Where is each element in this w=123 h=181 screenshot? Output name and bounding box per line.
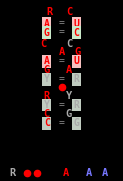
Text: =: = bbox=[59, 56, 64, 66]
Text: U: U bbox=[73, 18, 79, 29]
Text: G: G bbox=[66, 109, 72, 119]
Text: A: A bbox=[66, 65, 72, 75]
Text: A: A bbox=[58, 47, 65, 58]
Text: A: A bbox=[63, 168, 69, 178]
Text: A: A bbox=[85, 168, 92, 178]
Text: =: = bbox=[59, 74, 64, 84]
Text: C: C bbox=[44, 118, 50, 128]
Text: Y: Y bbox=[44, 74, 50, 84]
Text: C: C bbox=[66, 7, 72, 17]
Text: U: U bbox=[73, 56, 79, 66]
Text: C: C bbox=[40, 39, 46, 49]
Text: A: A bbox=[44, 56, 50, 66]
Text: Y: Y bbox=[66, 91, 72, 101]
Text: =: = bbox=[59, 118, 64, 128]
Text: R: R bbox=[73, 74, 79, 84]
Text: G: G bbox=[74, 47, 81, 58]
Text: R: R bbox=[9, 168, 15, 178]
Text: G: G bbox=[73, 118, 79, 128]
Text: R: R bbox=[44, 91, 50, 101]
Text: =: = bbox=[59, 28, 64, 38]
Text: A: A bbox=[101, 168, 108, 178]
Text: C: C bbox=[73, 28, 79, 38]
Text: R: R bbox=[46, 7, 52, 17]
Text: R: R bbox=[73, 100, 79, 110]
Text: =: = bbox=[59, 100, 64, 110]
Text: C: C bbox=[44, 109, 50, 119]
Text: G: G bbox=[44, 65, 50, 75]
Text: G: G bbox=[44, 28, 50, 38]
Text: =: = bbox=[59, 18, 64, 29]
Text: A: A bbox=[44, 18, 50, 29]
Text: Y: Y bbox=[44, 100, 50, 110]
Text: C: C bbox=[66, 39, 72, 49]
